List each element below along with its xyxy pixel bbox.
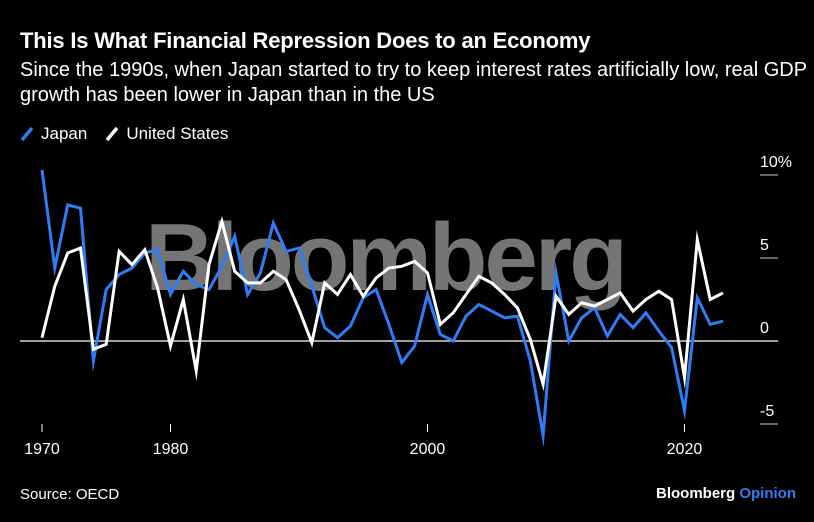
x-tick-label: 2020 — [667, 441, 703, 458]
brand-name: Bloomberg — [656, 485, 736, 502]
x-tick-label: 1980 — [153, 441, 189, 458]
legend: Japan United States — [20, 124, 228, 144]
legend-label-us: United States — [126, 124, 229, 143]
series-line-japan — [40, 169, 724, 448]
x-tick-label: 1970 — [24, 441, 60, 458]
legend-item-us: United States — [105, 124, 228, 144]
y-tick-label: -5 — [760, 403, 774, 420]
chart-subtitle: Since the 1990s, when Japan started to t… — [20, 59, 807, 106]
chart-title: This Is What Financial Repression Does t… — [20, 28, 591, 53]
y-tick-label: 10% — [760, 154, 792, 171]
y-tick-label: 0 — [760, 320, 769, 337]
legend-swatch-us-icon — [105, 127, 119, 141]
y-tick-label: 5 — [760, 237, 769, 254]
x-tick-label: 2000 — [410, 441, 446, 458]
brand-suffix: Opinion — [739, 485, 796, 502]
legend-swatch-japan-icon — [20, 127, 34, 141]
legend-label-japan: Japan — [41, 124, 88, 143]
brand-logo: Bloomberg Opinion — [656, 485, 796, 502]
source-note: Source: OECD — [20, 486, 120, 503]
legend-item-japan: Japan — [20, 124, 87, 144]
series-line-united-states — [40, 215, 724, 392]
